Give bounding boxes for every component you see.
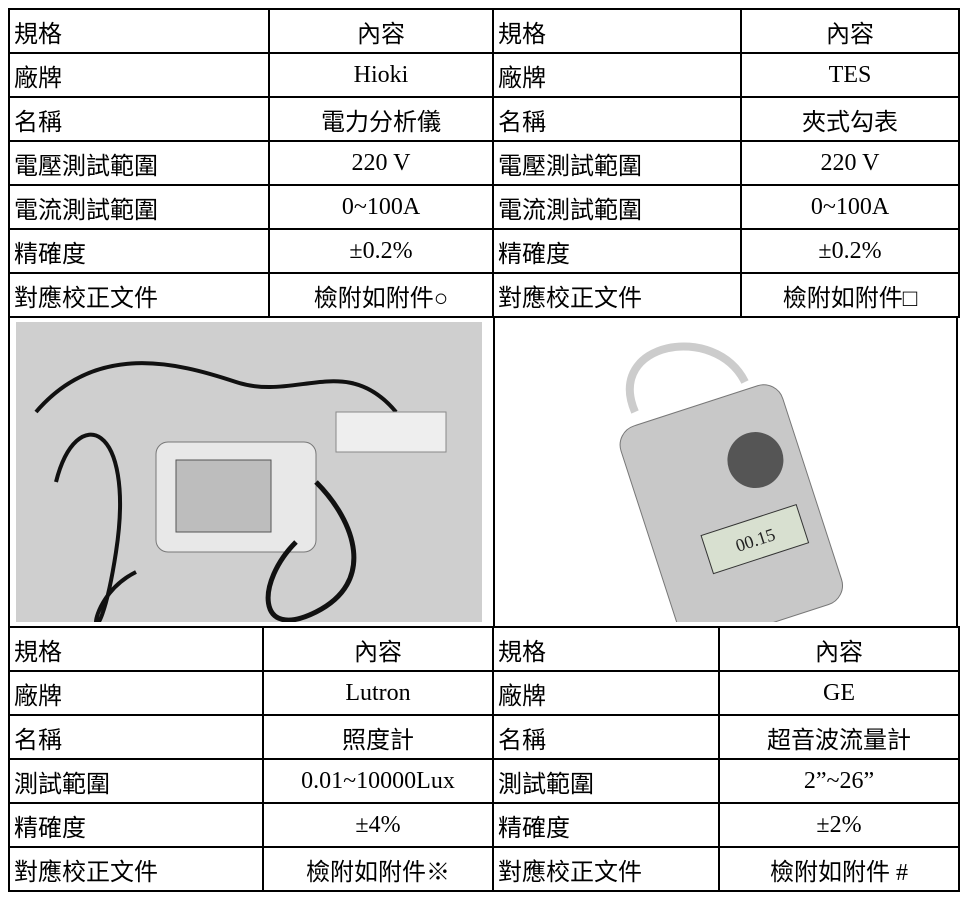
photo-cell: 00.15 xyxy=(495,318,956,647)
spec-value: 2”~26” xyxy=(718,758,960,804)
spec-label: 測試範圍 xyxy=(8,758,264,804)
spec-value: 內容 xyxy=(740,8,960,54)
spec-value: GE xyxy=(718,670,960,716)
spec-label: 精確度 xyxy=(8,802,264,848)
table-row: 名稱 照度計 名稱 超音波流量計 xyxy=(8,714,960,760)
spec-label: 名稱 xyxy=(492,96,742,142)
spec-value: 內容 xyxy=(718,626,960,672)
spec-label: 精確度 xyxy=(8,228,270,274)
spec-label: 名稱 xyxy=(492,714,720,760)
spec-label: 對應校正文件 xyxy=(8,846,264,892)
spec-label: 規格 xyxy=(8,8,270,54)
spec-label: 精確度 xyxy=(492,228,742,274)
spec-value: ±0.2% xyxy=(268,228,494,274)
spec-value: 0~100A xyxy=(268,184,494,230)
clamp-meter-photo: 00.15 xyxy=(619,342,843,647)
spec-label: 對應校正文件 xyxy=(8,272,270,318)
photo-row: 00.15 xyxy=(8,318,958,647)
spec-label: 廠牌 xyxy=(8,670,264,716)
table-row: 名稱 電力分析儀 名稱 夾式勾表 xyxy=(8,96,960,142)
spec-value: 照度計 xyxy=(262,714,494,760)
spec-label: 廠牌 xyxy=(492,670,720,716)
spec-value: 夾式勾表 xyxy=(740,96,960,142)
spec-value: 內容 xyxy=(262,626,494,672)
spec-value: 檢附如附件 # xyxy=(718,846,960,892)
spec-label: 規格 xyxy=(492,626,720,672)
table-row: 對應校正文件 檢附如附件○ 對應校正文件 檢附如附件□ xyxy=(8,272,960,318)
spec-value: 檢附如附件□ xyxy=(740,272,960,318)
table-row: 電流測試範圍 0~100A 電流測試範圍 0~100A xyxy=(8,184,960,230)
document: 規格 內容 規格 內容 廠牌 Hioki 廠牌 TES 名稱 電力分析儀 名稱 夾式勾表 電壓測試範圍 2… xyxy=(8,8,960,892)
table-row: 規格 內容 規格 內容 xyxy=(8,626,960,672)
spec-value: 內容 xyxy=(268,8,494,54)
spec-label: 精確度 xyxy=(492,802,720,848)
spec-label: 廠牌 xyxy=(492,52,742,98)
spec-value: 220 V xyxy=(268,140,494,186)
spec-label: 規格 xyxy=(8,626,264,672)
spec-value: 檢附如附件※ xyxy=(262,846,494,892)
spec-label: 對應校正文件 xyxy=(492,272,742,318)
power-analyzer-photo xyxy=(16,322,482,626)
table-row: 測試範圍 0.01~10000Lux 測試範圍 2”~26” xyxy=(8,758,960,804)
spec-label: 廠牌 xyxy=(8,52,270,98)
spec-label: 電壓測試範圍 xyxy=(8,140,270,186)
table-row: 精確度 ±4% 精確度 ±2% xyxy=(8,802,960,848)
spec-label: 名稱 xyxy=(8,96,270,142)
spec-table: 規格 內容 規格 內容 廠牌 Hioki 廠牌 TES 名稱 電力分析儀 名稱 夾式勾表 電壓測試範圍 2… xyxy=(8,8,960,318)
table-row: 對應校正文件 檢附如附件※ 對應校正文件 檢附如附件 # xyxy=(8,846,960,892)
spec-value: TES xyxy=(740,52,960,98)
spec-label: 電流測試範圍 xyxy=(492,184,742,230)
spec-value: 電力分析儀 xyxy=(268,96,494,142)
spec-label: 規格 xyxy=(492,8,742,54)
table-row: 規格 內容 規格 內容 xyxy=(8,8,960,54)
spec-table: 規格 內容 規格 內容 廠牌 Lutron 廠牌 GE 名稱 照度計 名稱 超音波流量計 測試範圍 0.0… xyxy=(8,626,960,892)
spec-value: ±4% xyxy=(262,802,494,848)
spec-value: 220 V xyxy=(740,140,960,186)
spec-value: ±2% xyxy=(718,802,960,848)
spec-value: Lutron xyxy=(262,670,494,716)
spec-label: 電壓測試範圍 xyxy=(492,140,742,186)
spec-value: 超音波流量計 xyxy=(718,714,960,760)
table-row: 電壓測試範圍 220 V 電壓測試範圍 220 V xyxy=(8,140,960,186)
spec-label: 電流測試範圍 xyxy=(8,184,270,230)
table-row: 廠牌 Lutron 廠牌 GE xyxy=(8,670,960,716)
photo-cell xyxy=(10,318,495,626)
spec-label: 測試範圍 xyxy=(492,758,720,804)
spec-label: 對應校正文件 xyxy=(492,846,720,892)
spec-value: ±0.2% xyxy=(740,228,960,274)
table-row: 精確度 ±0.2% 精確度 ±0.2% xyxy=(8,228,960,274)
spec-value: 0~100A xyxy=(740,184,960,230)
table-row: 廠牌 Hioki 廠牌 TES xyxy=(8,52,960,98)
spec-value: Hioki xyxy=(268,52,494,98)
spec-label: 名稱 xyxy=(8,714,264,760)
spec-value: 0.01~10000Lux xyxy=(262,758,494,804)
spec-value: 檢附如附件○ xyxy=(268,272,494,318)
